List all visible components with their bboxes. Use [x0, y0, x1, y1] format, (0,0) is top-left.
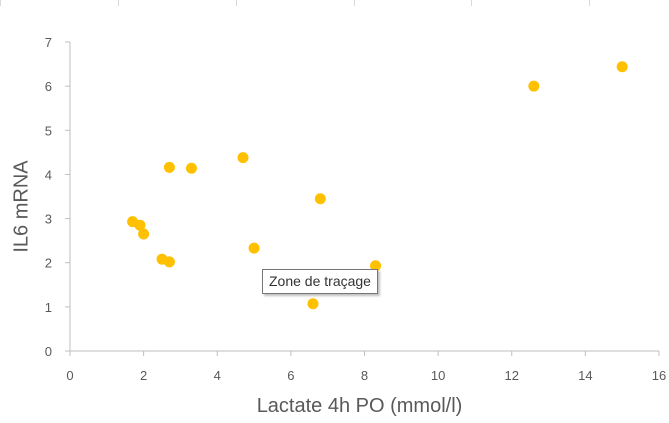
y-tick-label: 1	[45, 300, 52, 315]
y-axis-ticks: 0 1 2 3 4 5 6 7	[45, 35, 70, 359]
x-axis-title: Lactate 4h PO (mmol/l)	[257, 395, 463, 417]
data-point[interactable]	[616, 61, 628, 73]
plot-area-tooltip: Zone de traçage	[262, 269, 378, 294]
data-point[interactable]	[370, 260, 382, 272]
y-tick-label: 3	[45, 212, 52, 227]
data-point[interactable]	[185, 162, 197, 174]
x-tick-label: 16	[652, 368, 666, 383]
data-point[interactable]	[314, 193, 326, 205]
y-tick-label: 0	[45, 344, 52, 359]
x-tick-label: 0	[66, 368, 73, 383]
data-point[interactable]	[237, 152, 249, 164]
x-tick-label: 4	[214, 368, 221, 383]
y-tick-label: 5	[45, 123, 52, 138]
y-tick-label: 7	[45, 35, 52, 50]
top-border-ticks	[0, 0, 590, 6]
y-tick-label: 2	[45, 256, 52, 271]
y-tick-label: 4	[45, 167, 52, 182]
x-tick-label: 6	[287, 368, 294, 383]
data-point[interactable]	[138, 228, 150, 240]
data-point[interactable]	[248, 242, 260, 254]
data-point[interactable]	[134, 219, 146, 231]
data-point[interactable]	[528, 80, 540, 92]
data-point[interactable]	[307, 298, 319, 310]
plot-area[interactable]	[127, 61, 628, 310]
x-tick-label: 12	[505, 368, 519, 383]
y-tick-label: 6	[45, 79, 52, 94]
x-tick-label: 8	[361, 368, 368, 383]
y-axis-title: IL6 mRNA	[10, 160, 32, 253]
x-tick-label: 14	[578, 368, 592, 383]
x-axis-ticks: 0 2 4 6 8 10 12 14 16	[66, 351, 666, 383]
data-point[interactable]	[163, 161, 175, 173]
x-tick-label: 10	[431, 368, 445, 383]
x-tick-label: 2	[140, 368, 147, 383]
data-point[interactable]	[163, 256, 175, 268]
